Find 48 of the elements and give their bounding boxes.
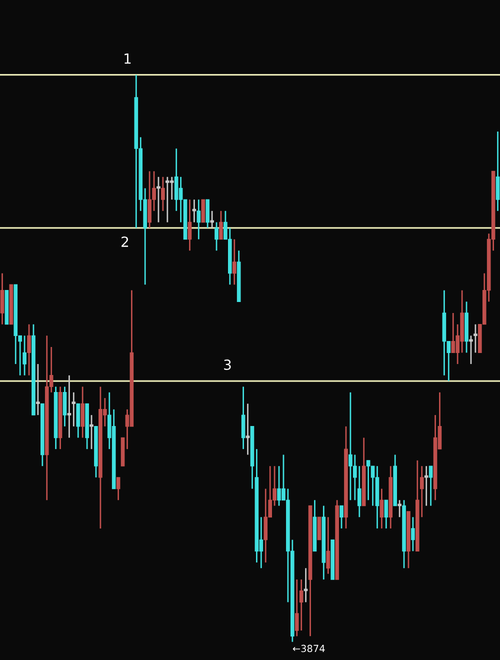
candlestick	[340, 505, 344, 530]
candlestick	[156, 176, 160, 223]
candlestick	[67, 374, 72, 438]
candlestick	[27, 324, 31, 376]
candlestick	[36, 363, 40, 416]
candlestick	[206, 198, 210, 229]
candlestick	[22, 334, 26, 376]
candlestick	[116, 476, 120, 501]
candlestick	[232, 238, 236, 286]
candlestick	[72, 392, 76, 428]
candlestick	[451, 312, 456, 354]
candlestick	[326, 516, 330, 575]
candlestick	[188, 198, 192, 252]
candlestick	[241, 386, 246, 450]
candlestick	[294, 578, 299, 637]
candlestick	[170, 176, 174, 200]
candlestick	[0, 272, 4, 326]
text: 1	[124, 54, 131, 64]
text: ←3874	[292, 644, 325, 652]
candlestick	[210, 210, 214, 229]
candlestick	[214, 222, 218, 252]
candlestick	[428, 465, 433, 506]
candlestick	[192, 198, 196, 223]
candlestick	[317, 516, 322, 540]
candlestick	[398, 499, 402, 518]
candlestick	[174, 148, 178, 212]
annotation: 2	[122, 236, 128, 247]
candlestick	[161, 176, 165, 212]
candlestick	[264, 488, 268, 564]
candlestick	[496, 130, 500, 212]
candlestick	[80, 386, 84, 438]
candlestick	[62, 386, 67, 428]
candlestick	[201, 198, 206, 223]
candlestick	[424, 465, 428, 506]
candlestick	[90, 414, 94, 450]
candlestick	[411, 516, 415, 552]
candlestick	[474, 324, 478, 354]
candlestick	[196, 198, 201, 240]
candlestick	[246, 403, 250, 456]
candlestick	[380, 488, 384, 530]
candlestick	[357, 465, 362, 518]
candlestick	[219, 210, 223, 240]
candlestick	[76, 403, 80, 438]
candlestick	[299, 578, 304, 632]
candlestick	[384, 499, 388, 530]
candlestick	[469, 334, 473, 365]
annotation: 3	[224, 360, 231, 370]
candlestick	[366, 460, 370, 501]
